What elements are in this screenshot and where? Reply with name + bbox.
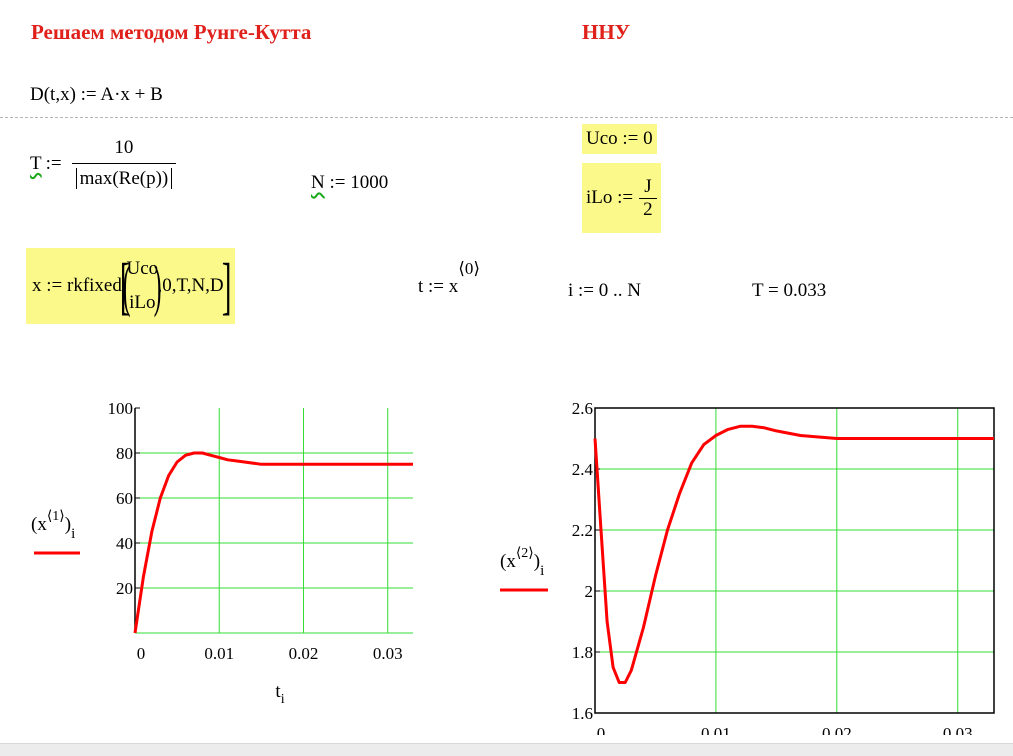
t-denominator: max(Re(p)) — [71, 163, 177, 190]
worksheet-title: Решаем методом Рунге-Кутта — [31, 20, 312, 44]
y-tick-label: 100 — [108, 399, 134, 418]
x-tick-label: 0 — [137, 644, 146, 663]
y-axis-label: (x⟨2⟩)i — [500, 546, 544, 579]
y-tick-label: 2.6 — [572, 399, 593, 418]
i-range-definition[interactable]: i := 0 .. N — [568, 280, 641, 301]
ilo-fraction: J 2 — [639, 176, 657, 221]
n-definition[interactable]: N := 1000 — [311, 172, 388, 194]
t-fraction: 10 max(Re(p)) — [71, 137, 177, 190]
t-definition[interactable]: T := 10 max(Re(p)) — [30, 137, 177, 190]
n-rhs: := 1000 — [329, 172, 389, 193]
t-lhs: T — [30, 152, 42, 174]
x-tick-label: 0.03 — [373, 644, 403, 663]
rkfixed-definition[interactable]: x := rkfixed [ ( Uco iLo ) ,0,T,N,D ] — [26, 248, 235, 324]
rkfixed-args: ,0,T,N,D — [157, 275, 224, 296]
y-tick-label: 2 — [585, 582, 594, 601]
right-paren: ) — [153, 253, 162, 318]
x-tick-label: 0 — [597, 724, 606, 735]
x-axis-label: ti — [275, 681, 284, 707]
d-function-definition[interactable]: D(t,x) := A·x + B — [30, 84, 163, 105]
x-tick-label: 0.01 — [204, 644, 234, 663]
rkfixed-lhs: x := rkfixed — [32, 275, 122, 296]
worksheet-subtitle: ННУ — [582, 20, 631, 44]
left-bracket: [ — [119, 250, 130, 321]
vector-bottom: iLo — [129, 292, 156, 313]
x-tick-label: 0.03 — [943, 724, 973, 735]
y-tick-label: 1.6 — [572, 704, 593, 723]
left-paren: ( — [122, 253, 131, 318]
n-lhs: N — [311, 172, 325, 193]
y-tick-label: 60 — [116, 489, 133, 508]
region-divider — [0, 117, 1013, 118]
t-assign: := — [45, 152, 62, 174]
ilo-lhs: iLo := — [586, 187, 634, 208]
horizontal-scrollbar[interactable] — [0, 743, 1013, 756]
initial-vector: Uco iLo — [127, 252, 159, 320]
t-numerator: 10 — [114, 137, 134, 158]
t-def-text: t := x — [418, 276, 459, 297]
y-tick-label: 2.4 — [572, 460, 594, 479]
vector-top: Uco — [126, 258, 159, 279]
ilo-denominator: 2 — [639, 197, 657, 221]
t-def-superscript: ⟨0⟩ — [458, 259, 481, 278]
y-tick-label: 1.8 — [572, 643, 593, 662]
x-tick-label: 0.01 — [701, 724, 731, 735]
plot-il[interactable]: 0 0.01 0.02 0.03 1.6 1.8 2 2.2 2.4 2.6 (x⟨2⟩)i — [470, 390, 1013, 735]
y-tick-label: 2.2 — [572, 521, 593, 540]
y-tick-label: 20 — [116, 579, 133, 598]
right-bracket: ] — [221, 250, 232, 321]
ilo-definition[interactable]: iLo := J 2 — [582, 163, 661, 233]
t-vector-definition[interactable]: t := x⟨0⟩ — [418, 259, 480, 298]
ilo-numerator: J — [644, 175, 652, 197]
x-tick-label: 0.02 — [822, 724, 852, 735]
y-tick-label: 40 — [116, 534, 133, 553]
plot-uc[interactable]: 0 0.01 0.02 0.03 20 40 60 80 100 (x⟨1⟩)i ti — [0, 390, 440, 720]
data-series-line — [133, 451, 413, 634]
y-axis-label: (x⟨1⟩)i — [31, 509, 75, 542]
x-tick-label: 0.02 — [289, 644, 319, 663]
t-evaluation[interactable]: T = 0.033 — [752, 280, 827, 301]
data-series-line — [593, 424, 994, 684]
uco-definition[interactable]: Uco := 0 — [582, 124, 657, 154]
y-tick-label: 80 — [116, 444, 133, 463]
plot-frame — [594, 407, 995, 714]
